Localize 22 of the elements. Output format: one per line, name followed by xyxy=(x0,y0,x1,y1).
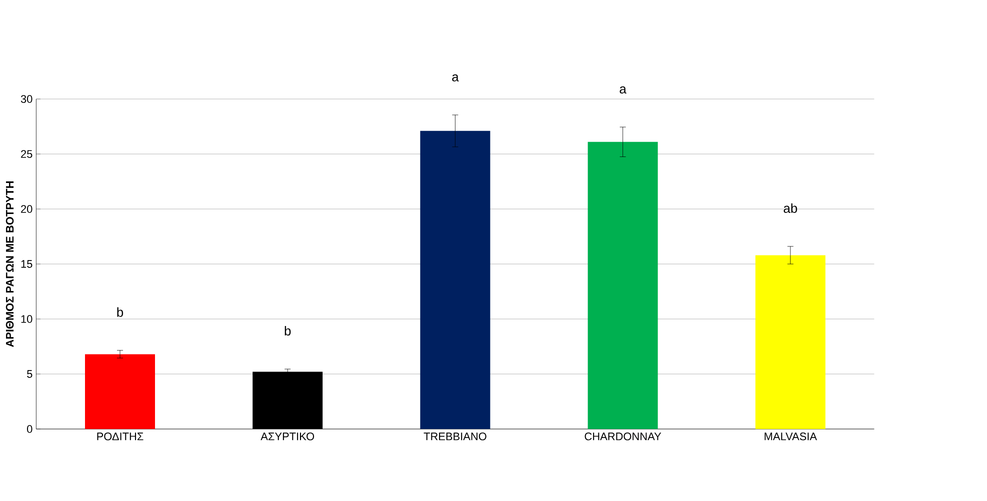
bar xyxy=(85,354,155,429)
y-tick-label: 20 xyxy=(21,205,32,213)
x-tick-label: TREBBIANO xyxy=(424,432,486,440)
x-tick-label: CHARDONNAY xyxy=(584,432,662,440)
annotation: b xyxy=(117,307,124,317)
y-tick-label: 0 xyxy=(27,425,32,433)
bar xyxy=(420,130,490,429)
bar xyxy=(755,255,826,429)
x-tick-label: MALVASIA xyxy=(764,432,817,440)
text: a xyxy=(620,86,626,94)
x-tick-label: ΑΣΥΡΤΙΚΟ xyxy=(260,432,314,440)
y-axis-title: ΑΡΙΘΜΟΣ ΡΑΓΩΝ ΜΕ ΒΟΤΡΥΤΗ xyxy=(6,181,14,348)
x-tick-label: ΡΟΔΙΤΗΣ xyxy=(97,432,144,440)
y-tick-label: 25 xyxy=(21,150,32,158)
bar xyxy=(588,142,658,429)
annotation: ab xyxy=(784,203,798,213)
y-tick-label: 10 xyxy=(21,315,32,323)
y-tick-label: 5 xyxy=(27,370,32,378)
annotation: b xyxy=(284,326,291,336)
y-tick-label: 30 xyxy=(20,95,32,103)
text: a xyxy=(452,74,459,82)
y-tick-label: 15 xyxy=(21,260,32,268)
